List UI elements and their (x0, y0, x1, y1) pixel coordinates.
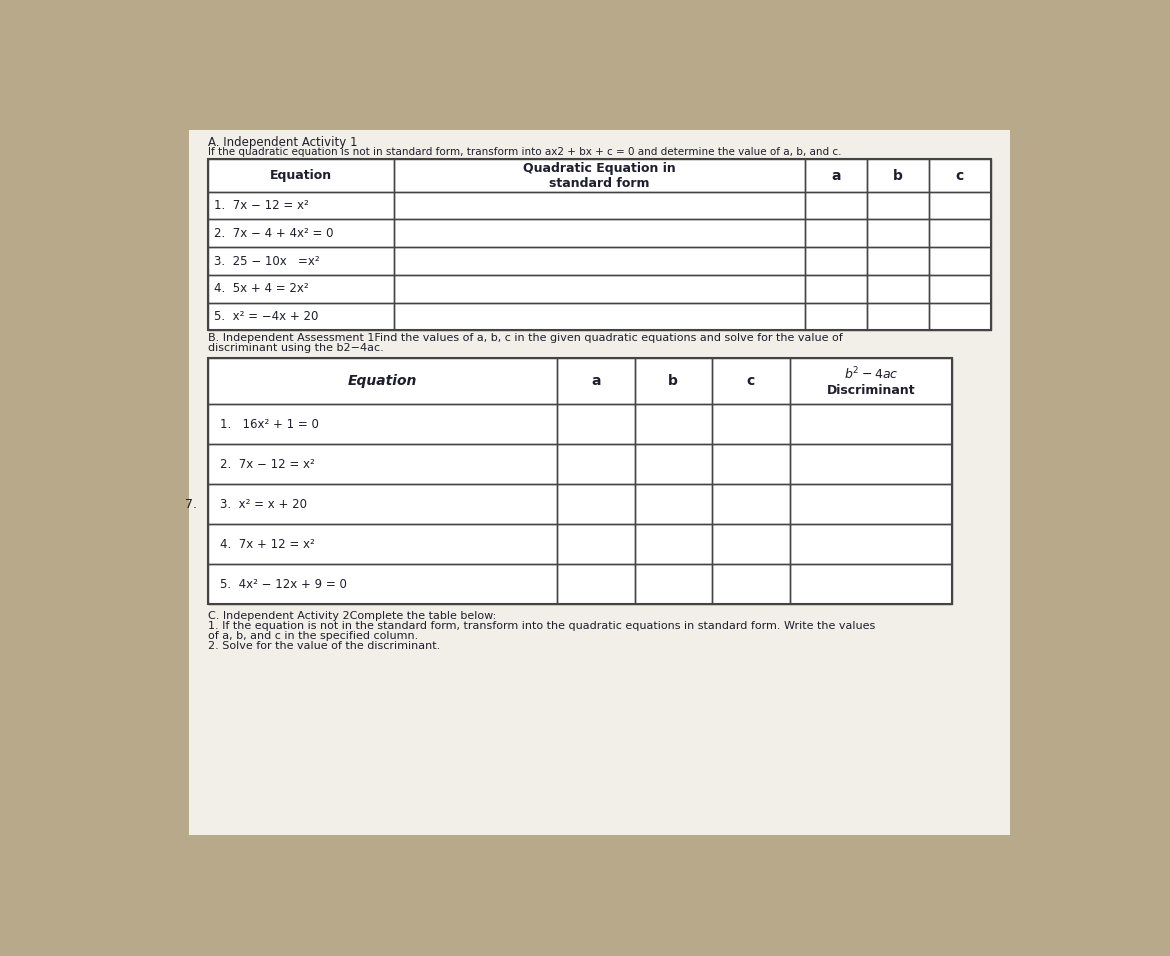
Bar (634, 404, 713, 445)
Bar (634, 358, 713, 404)
Bar (394, 192, 805, 220)
Bar (208, 358, 952, 604)
Bar (394, 248, 805, 275)
Text: a: a (831, 168, 841, 183)
Bar (208, 564, 557, 604)
Bar (208, 445, 557, 485)
Bar (557, 404, 634, 445)
Bar (790, 524, 952, 564)
Bar (929, 303, 991, 331)
Bar (713, 445, 790, 485)
Bar (929, 275, 991, 303)
Bar (394, 160, 805, 192)
Bar (805, 248, 867, 275)
Text: Quadratic Equation in
standard form: Quadratic Equation in standard form (523, 162, 676, 189)
Bar (208, 358, 557, 404)
Bar (867, 275, 929, 303)
Bar (790, 564, 952, 604)
Bar (929, 248, 991, 275)
Text: a: a (591, 374, 600, 388)
Bar (634, 564, 713, 604)
Bar (805, 275, 867, 303)
Bar (634, 445, 713, 485)
Bar (805, 192, 867, 220)
Bar (867, 220, 929, 248)
Text: 1.  7x − 12 = x²: 1. 7x − 12 = x² (214, 199, 309, 212)
Bar (208, 524, 557, 564)
Text: If the quadratic equation is not in standard form, transform into ax2 + bx + c =: If the quadratic equation is not in stan… (208, 147, 841, 157)
Text: 3.  x² = x + 20: 3. x² = x + 20 (220, 498, 307, 511)
Text: b: b (893, 168, 903, 183)
Bar (805, 220, 867, 248)
Bar (790, 445, 952, 485)
Text: 2.  7x − 4 + 4x² = 0: 2. 7x − 4 + 4x² = 0 (214, 227, 333, 240)
Bar (867, 303, 929, 331)
Bar (208, 220, 394, 248)
Text: discriminant using the b2−4ac.: discriminant using the b2−4ac. (208, 343, 384, 354)
Text: Equation: Equation (347, 374, 418, 388)
Bar (790, 358, 952, 404)
Bar (634, 524, 713, 564)
Bar (208, 160, 991, 331)
Text: 2.  7x − 12 = x²: 2. 7x − 12 = x² (220, 458, 315, 470)
Bar (208, 248, 394, 275)
Text: A. Independent Activity 1: A. Independent Activity 1 (208, 137, 358, 149)
Bar (867, 248, 929, 275)
Bar (557, 524, 634, 564)
Text: 2. Solve for the value of the discriminant.: 2. Solve for the value of the discrimina… (208, 641, 440, 651)
Bar (557, 485, 634, 524)
Text: 3.  25 − 10x   =x²: 3. 25 − 10x =x² (214, 254, 321, 268)
Bar (208, 404, 557, 445)
Text: of a, b, and c in the specified column.: of a, b, and c in the specified column. (208, 631, 419, 641)
Text: C. Independent Activity 2Complete the table below:: C. Independent Activity 2Complete the ta… (208, 611, 496, 620)
Bar (790, 485, 952, 524)
Text: 1. If the equation is not in the standard form, transform into the quadratic equ: 1. If the equation is not in the standar… (208, 621, 875, 631)
Bar (867, 160, 929, 192)
Text: $b^2 - 4ac$
Discriminant: $b^2 - 4ac$ Discriminant (826, 365, 915, 397)
Bar (557, 445, 634, 485)
Text: c: c (956, 168, 964, 183)
Text: 1.   16x² + 1 = 0: 1. 16x² + 1 = 0 (220, 418, 318, 431)
Text: b: b (668, 374, 679, 388)
Bar (208, 303, 394, 331)
Bar (208, 192, 394, 220)
Bar (713, 564, 790, 604)
Bar (557, 358, 634, 404)
Bar (713, 485, 790, 524)
Bar (929, 160, 991, 192)
Bar (805, 303, 867, 331)
Bar (929, 192, 991, 220)
Text: 4.  7x + 12 = x²: 4. 7x + 12 = x² (220, 538, 315, 551)
Text: 5.  4x² − 12x + 9 = 0: 5. 4x² − 12x + 9 = 0 (220, 578, 346, 591)
Text: c: c (746, 374, 755, 388)
Text: B. Independent Assessment 1Find the values of a, b, c in the given quadratic equ: B. Independent Assessment 1Find the valu… (208, 334, 844, 343)
Text: 5.  x² = −4x + 20: 5. x² = −4x + 20 (214, 310, 318, 323)
Bar (713, 358, 790, 404)
Bar (394, 220, 805, 248)
Text: 4.  5x + 4 = 2x²: 4. 5x + 4 = 2x² (214, 282, 309, 295)
Bar (805, 160, 867, 192)
Bar (790, 404, 952, 445)
Bar (208, 275, 394, 303)
Text: Equation: Equation (270, 169, 332, 182)
Bar (867, 192, 929, 220)
Text: 7.: 7. (185, 498, 197, 511)
Bar (394, 275, 805, 303)
Bar (394, 303, 805, 331)
Bar (929, 220, 991, 248)
Bar (713, 404, 790, 445)
Bar (208, 485, 557, 524)
Bar (557, 564, 634, 604)
Bar (634, 485, 713, 524)
Bar (713, 524, 790, 564)
Bar (208, 160, 394, 192)
